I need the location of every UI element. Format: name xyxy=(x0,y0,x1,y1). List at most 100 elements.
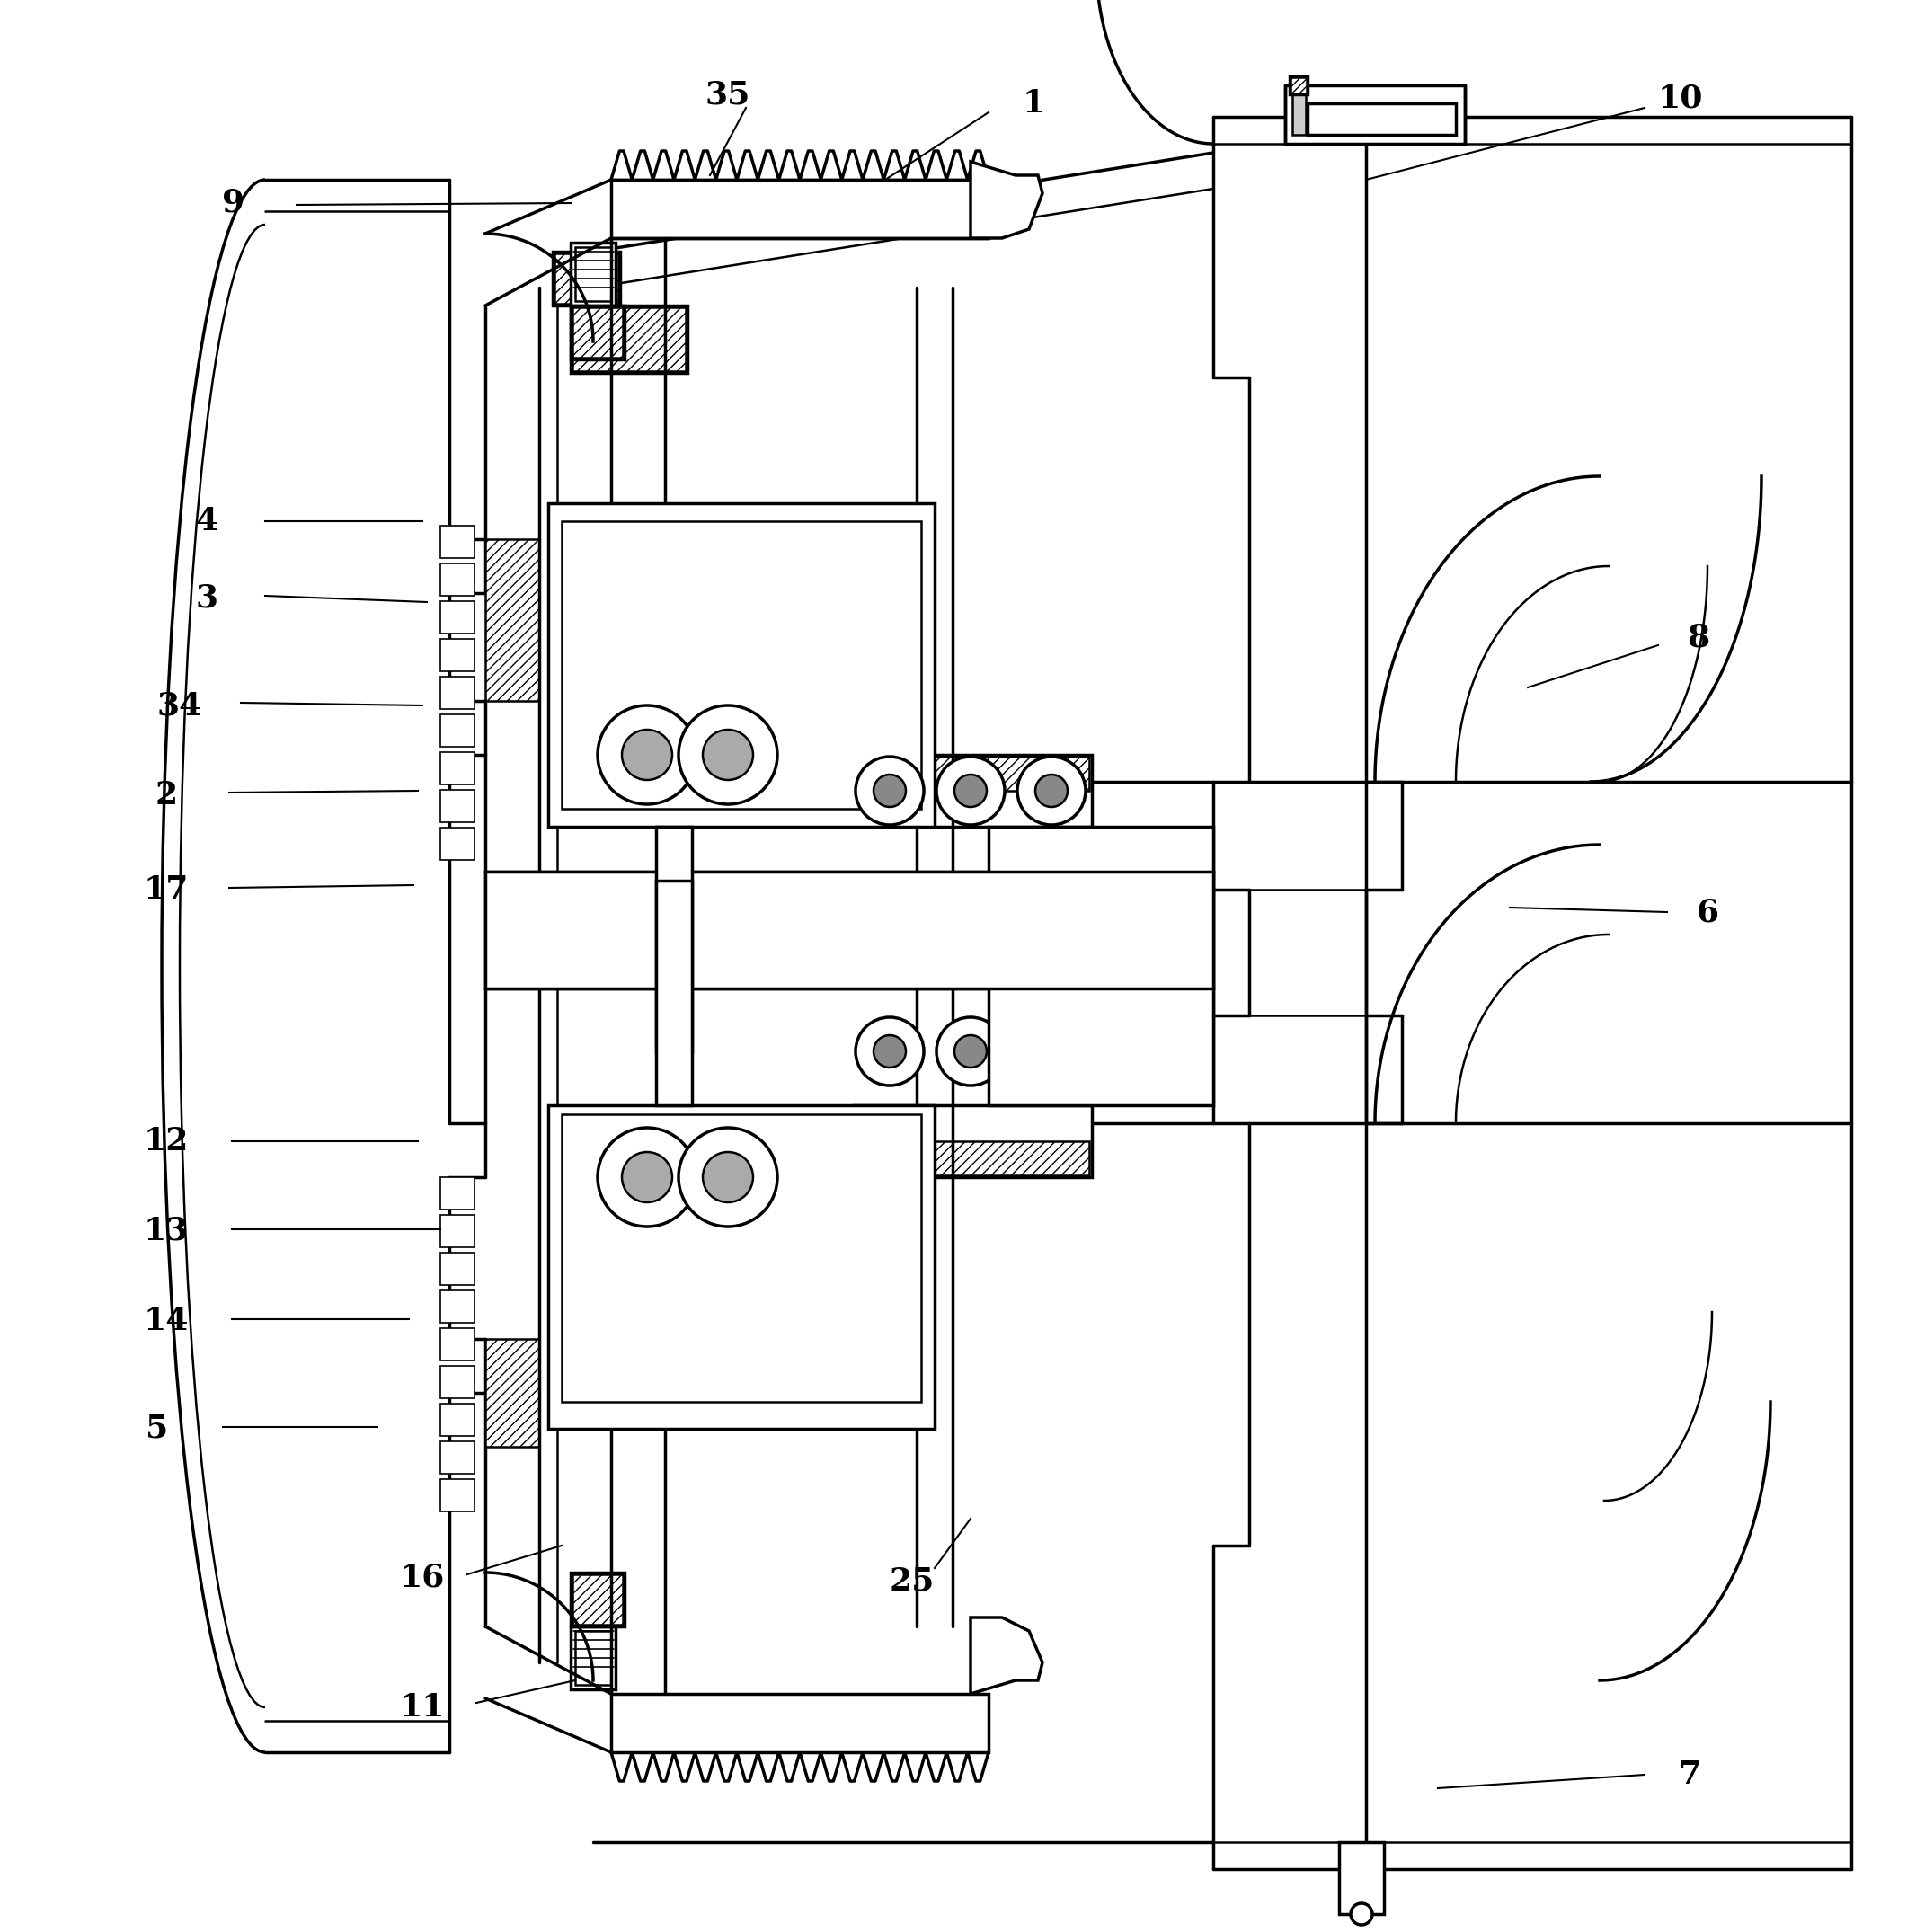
Text: 2: 2 xyxy=(154,781,177,811)
Bar xyxy=(1291,77,1306,93)
Bar xyxy=(1289,77,1308,95)
Bar xyxy=(570,305,625,359)
Polygon shape xyxy=(971,1617,1043,1694)
Text: 17: 17 xyxy=(143,875,189,904)
Bar xyxy=(610,1694,988,1752)
Bar xyxy=(988,827,1213,1105)
Bar xyxy=(572,307,687,371)
Bar xyxy=(1293,95,1306,135)
Bar xyxy=(1308,102,1455,135)
Bar xyxy=(441,639,475,670)
Bar xyxy=(854,755,1093,827)
Bar xyxy=(441,526,475,558)
Text: 16: 16 xyxy=(400,1561,444,1592)
Bar xyxy=(576,247,610,301)
Bar xyxy=(484,871,1213,989)
Bar xyxy=(990,829,1211,1105)
Bar xyxy=(441,1215,475,1248)
Circle shape xyxy=(679,705,778,804)
Bar xyxy=(441,1405,475,1435)
Bar xyxy=(441,752,475,784)
Circle shape xyxy=(936,757,1005,825)
Bar xyxy=(441,676,475,709)
Text: 11: 11 xyxy=(400,1692,444,1723)
Bar xyxy=(553,251,620,305)
Circle shape xyxy=(954,775,986,808)
Bar xyxy=(441,564,475,595)
Bar xyxy=(589,1122,782,1223)
Bar xyxy=(572,307,624,357)
Text: 13: 13 xyxy=(143,1215,189,1246)
Bar xyxy=(484,539,540,701)
Bar xyxy=(570,243,616,305)
Text: 6: 6 xyxy=(1695,896,1718,927)
Bar xyxy=(563,1115,921,1403)
Bar xyxy=(441,827,475,860)
Bar xyxy=(555,253,618,303)
Text: 25: 25 xyxy=(889,1567,934,1598)
Bar xyxy=(658,829,690,937)
Bar xyxy=(572,1575,624,1625)
Text: 10: 10 xyxy=(1657,83,1703,114)
Text: 7: 7 xyxy=(1678,1760,1701,1791)
Circle shape xyxy=(1350,1903,1373,1924)
Text: 8: 8 xyxy=(1688,622,1711,653)
Bar xyxy=(656,827,692,1051)
Circle shape xyxy=(954,1036,986,1068)
Bar xyxy=(441,1366,475,1399)
Bar xyxy=(719,1177,917,1430)
Bar xyxy=(484,1339,540,1447)
Bar xyxy=(547,1105,934,1430)
Bar xyxy=(570,1627,616,1689)
Bar xyxy=(584,875,656,983)
Text: 1: 1 xyxy=(1022,89,1045,118)
Bar xyxy=(441,1480,475,1511)
Text: 4: 4 xyxy=(195,506,217,537)
Text: 34: 34 xyxy=(156,690,202,721)
Bar xyxy=(441,1327,475,1360)
Bar xyxy=(441,1177,475,1209)
Circle shape xyxy=(622,1151,671,1202)
Circle shape xyxy=(1036,775,1068,808)
Circle shape xyxy=(704,730,753,781)
Circle shape xyxy=(1016,1018,1085,1086)
Circle shape xyxy=(936,1018,1005,1086)
Bar xyxy=(656,881,692,1105)
Bar xyxy=(570,305,688,373)
Circle shape xyxy=(873,1036,906,1068)
Bar xyxy=(658,970,690,1051)
Bar xyxy=(441,790,475,823)
Bar xyxy=(441,715,475,748)
Bar xyxy=(856,1142,1089,1175)
Bar xyxy=(854,1105,1093,1177)
Text: 3: 3 xyxy=(195,582,217,612)
Bar xyxy=(441,1291,475,1323)
Polygon shape xyxy=(971,162,1043,238)
Bar xyxy=(547,502,934,827)
Circle shape xyxy=(597,705,696,804)
Bar xyxy=(490,875,580,983)
Bar xyxy=(589,709,782,810)
Bar xyxy=(570,1573,625,1627)
Circle shape xyxy=(679,1128,778,1227)
Text: 14: 14 xyxy=(143,1306,189,1337)
Bar xyxy=(593,1173,778,1213)
Text: 12: 12 xyxy=(143,1126,189,1157)
Circle shape xyxy=(1016,757,1085,825)
Circle shape xyxy=(856,757,923,825)
Bar xyxy=(593,715,778,755)
Bar xyxy=(719,529,917,790)
Text: 5: 5 xyxy=(147,1414,168,1443)
Text: 9: 9 xyxy=(223,187,244,218)
Bar xyxy=(1285,85,1465,143)
Circle shape xyxy=(622,730,671,781)
Text: 35: 35 xyxy=(706,79,751,110)
Bar xyxy=(610,180,988,238)
Circle shape xyxy=(856,1018,923,1086)
Bar xyxy=(576,1631,610,1685)
Bar xyxy=(441,601,475,634)
Circle shape xyxy=(1036,1036,1068,1068)
Bar xyxy=(563,522,921,810)
Bar xyxy=(856,757,1089,790)
Bar xyxy=(1339,1841,1384,1915)
